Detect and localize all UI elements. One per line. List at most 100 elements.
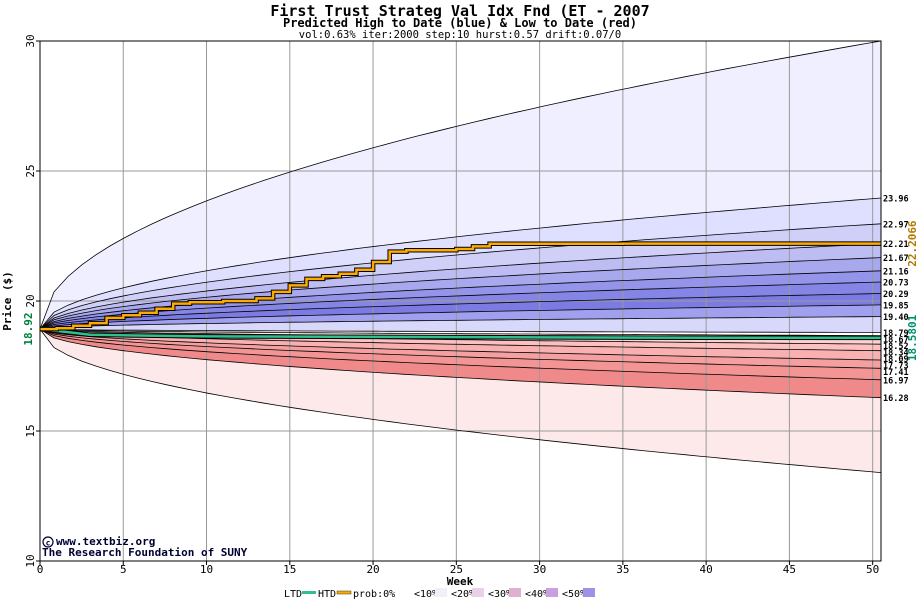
x-tick-label: 20	[366, 563, 379, 576]
blue-band	[40, 223, 881, 330]
current-high-label: 22.2066	[906, 220, 919, 267]
right-quantile-label: 19.40	[883, 313, 909, 323]
red-band	[40, 329, 881, 380]
legend-swatch	[472, 588, 484, 597]
x-tick-label: 50	[866, 563, 879, 576]
red-band	[40, 329, 881, 473]
y-axis-label: Price ($)	[1, 271, 14, 331]
quantile-line	[39, 293, 882, 330]
quantile-line	[39, 328, 882, 336]
copyright-icon	[42, 536, 54, 548]
legend-item-label: <10%	[414, 589, 438, 600]
watermark-line-1: www.textbiz.org	[56, 535, 155, 548]
right-quantile-label: 18.52	[883, 342, 909, 352]
x-tick-label: 45	[783, 563, 796, 576]
x-tick-label: 15	[283, 563, 296, 576]
x-axis-label: Week	[447, 575, 474, 588]
watermark: c www.textbiz.org The Research Foundatio…	[42, 535, 248, 559]
quantile-line	[39, 328, 882, 381]
blue-band	[40, 293, 881, 330]
quantile-line	[39, 328, 882, 399]
y-axis-ticks: 10 15 20 25 30	[24, 34, 40, 568]
right-quantile-label: 17.73	[883, 362, 909, 372]
legend: LTD HTD prob:0% <10% <20% <30% <40% <50%	[284, 588, 595, 600]
red-band	[40, 329, 881, 369]
right-quantile-label: 16.28	[883, 394, 909, 404]
right-quantile-label: 20.73	[883, 279, 909, 289]
quantile-line	[39, 281, 882, 330]
high-to-date-line	[40, 242, 881, 331]
right-quantile-labels: 23.96 22.97 22.21 21.67 21.16 20.7320.2919.85…	[883, 195, 909, 405]
start-price-label: 18.92	[22, 313, 35, 346]
blue-band	[40, 243, 881, 330]
grid-lines	[40, 41, 881, 561]
x-tick-label: 25	[450, 563, 463, 576]
quantile-line	[39, 328, 882, 361]
legend-prob-label: prob:0%	[353, 589, 395, 600]
quantile-line	[39, 40, 882, 330]
current-low-label: 18.5801	[906, 314, 919, 361]
legend-item-label: <20%	[451, 589, 475, 600]
blue-band	[40, 304, 881, 330]
blue-band	[40, 270, 881, 330]
right-quantile-label: 17.41	[883, 368, 909, 378]
quantile-line	[39, 304, 882, 330]
quantile-line	[39, 257, 882, 330]
right-quantile-label: 23.96	[883, 195, 909, 205]
right-quantile-label: 16.97	[883, 376, 909, 386]
legend-swatch	[583, 588, 595, 597]
legend-swatch	[435, 588, 447, 597]
legend-item-label: <40%	[525, 589, 549, 600]
right-quantile-label: 22.21	[883, 240, 909, 250]
legend-swatch	[546, 588, 558, 597]
price-paths	[39, 241, 882, 341]
right-quantile-label: 18.09	[883, 355, 909, 365]
quantile-lines	[39, 40, 882, 473]
x-tick-label: 35	[616, 563, 629, 576]
quantile-line	[39, 328, 882, 333]
red-band	[40, 329, 881, 398]
y-tick-label: 30	[24, 34, 37, 47]
quantile-line	[39, 243, 882, 330]
quantile-line	[39, 316, 882, 330]
copyright-icon-letter: c	[46, 539, 51, 548]
blue-band	[40, 282, 881, 330]
right-quantile-label: 18.79	[883, 329, 909, 339]
watermark-line-2: The Research Foundation of SUNY	[42, 546, 248, 559]
chart-subtitle: Predicted High to Date (blue) & Low to D…	[283, 16, 637, 30]
legend-item-label: <30%	[488, 589, 512, 600]
right-quantile-label: 20.29	[883, 290, 909, 300]
x-tick-label: 0	[37, 563, 44, 576]
x-tick-label: 30	[533, 563, 546, 576]
blue-band	[40, 198, 881, 330]
right-quantile-label: 19.85	[883, 301, 909, 311]
right-quantile-label: 18.67	[883, 336, 909, 346]
blue-band	[40, 257, 881, 330]
right-quantile-label: 22.97	[883, 220, 909, 230]
x-tick-label: 5	[120, 563, 127, 576]
blue-band	[40, 41, 881, 330]
quantile-line	[39, 223, 882, 330]
right-quantile-label: 18.34	[883, 349, 909, 359]
quantile-line	[39, 328, 882, 473]
quantile-line	[39, 328, 882, 369]
low-to-date-line	[39, 327, 882, 340]
y-tick-label: 25	[24, 164, 37, 177]
quantile-line	[39, 197, 882, 330]
right-quantile-label: 21.67	[883, 254, 909, 264]
legend-htd-label: HTD	[318, 589, 336, 600]
x-tick-label: 40	[700, 563, 713, 576]
legend-ltd-label: LTD	[284, 589, 302, 600]
y-tick-label: 15	[24, 424, 37, 437]
y-tick-label: 20	[24, 294, 37, 307]
right-quantile-label: 21.16	[883, 267, 909, 277]
legend-swatch	[400, 588, 412, 597]
chart-params: vol:0.63% iter:2000 step:10 hurst:0.57 d…	[299, 29, 621, 41]
legend-swatch	[509, 588, 521, 597]
x-axis-ticks: 0 5 10 15 20 25 30 35 40 45 50	[37, 561, 879, 576]
y-tick-label: 10	[24, 554, 37, 567]
legend-item-label: <50%	[562, 589, 586, 600]
legend-htd-swatch	[336, 590, 352, 595]
blue-band	[40, 316, 881, 333]
